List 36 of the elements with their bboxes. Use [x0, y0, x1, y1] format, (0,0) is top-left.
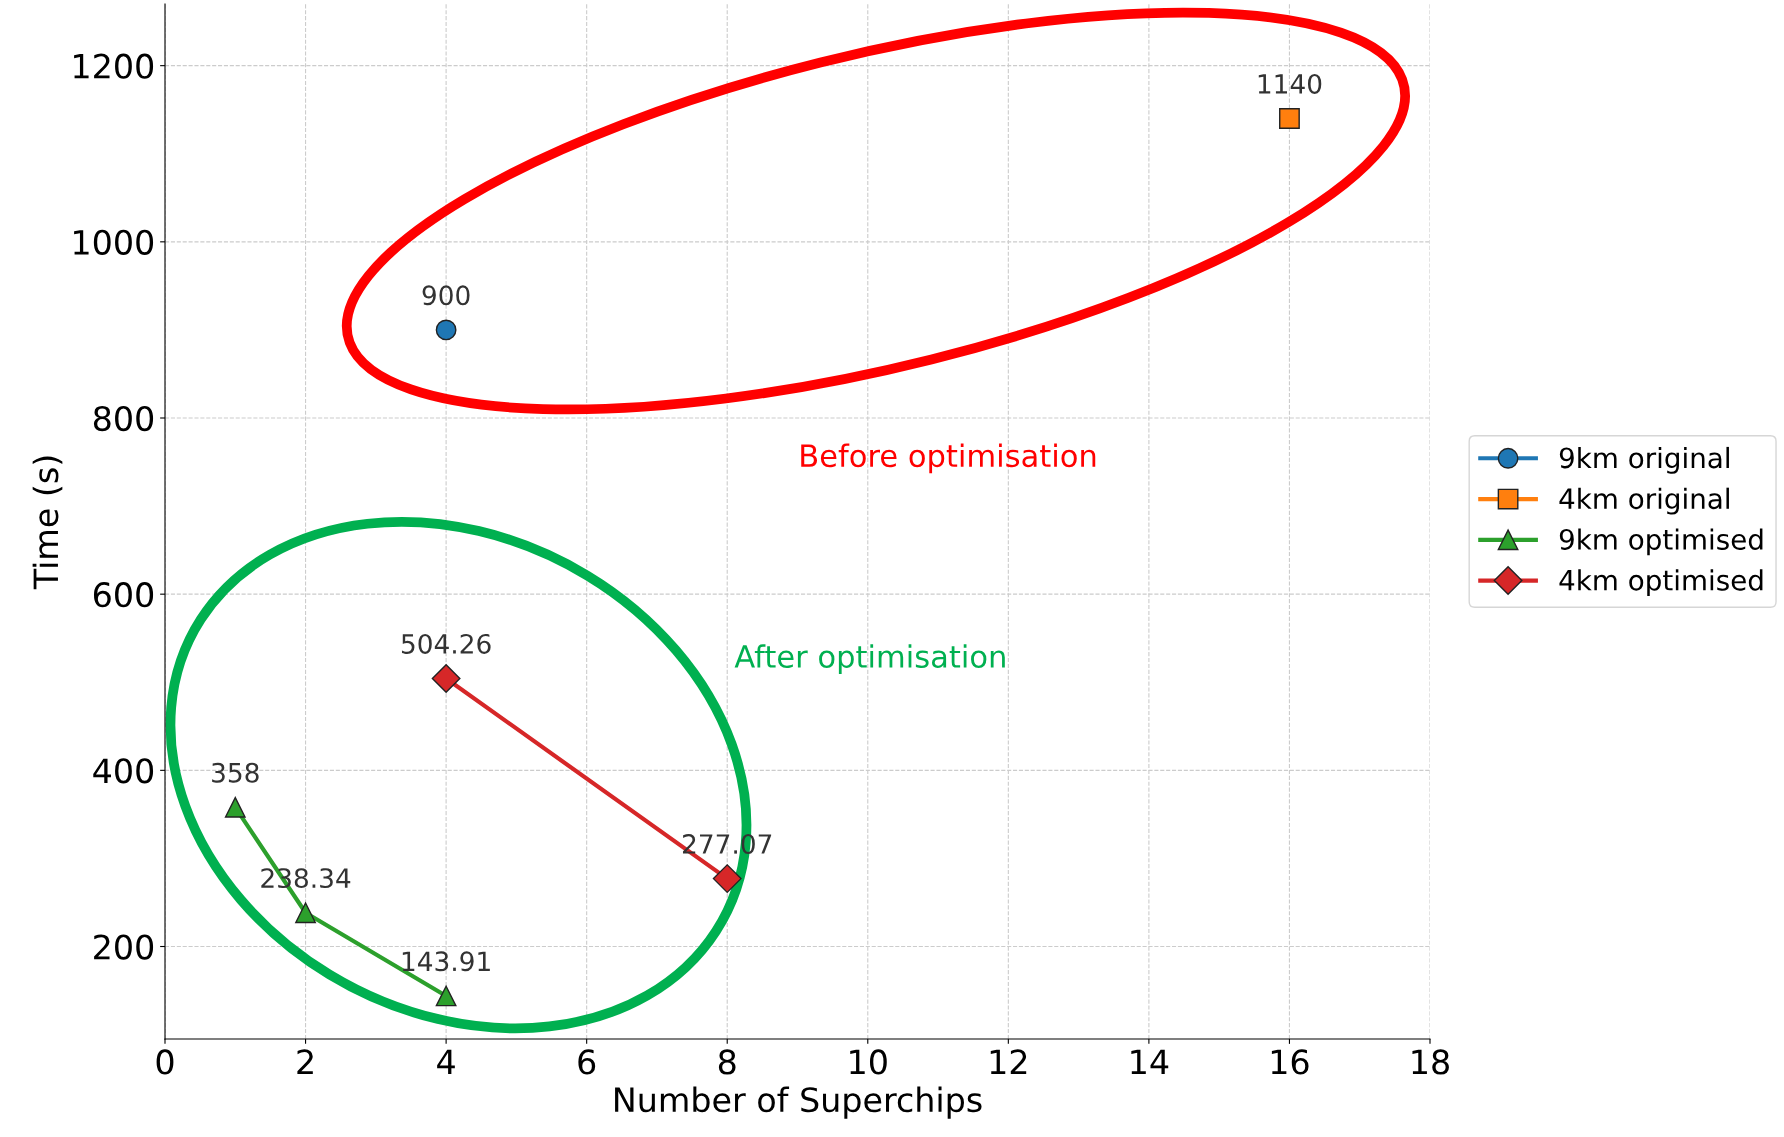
y-tick-label: 600 — [93, 582, 154, 608]
x-tick-label: 14 — [1131, 1049, 1169, 1075]
annotation: After optimisation — [734, 644, 1005, 674]
legend-label: 4km optimised — [1559, 569, 1763, 597]
point — [435, 319, 457, 341]
x-tick-label: 16 — [1271, 1049, 1309, 1075]
y-tick-label: 1200 — [74, 53, 154, 79]
x-tick-label: 10 — [850, 1049, 887, 1075]
y-axis-title: Time (s) — [32, 456, 63, 590]
x-tick-label: 12 — [990, 1049, 1027, 1075]
legend-label: 4km original — [1559, 487, 1729, 515]
point — [431, 664, 461, 693]
x-tick-label: 8 — [718, 1049, 736, 1075]
point — [712, 864, 742, 894]
data-label: 900 — [422, 285, 470, 306]
x-axis-title: Number of Superchips — [615, 1086, 982, 1119]
data-label: 1140 — [1258, 73, 1322, 94]
x-tick-label: 6 — [578, 1049, 596, 1075]
x-tick-label: 0 — [156, 1049, 174, 1075]
data-label: 143.91 — [402, 951, 490, 972]
legend-label: 9km original — [1559, 446, 1729, 474]
point — [435, 985, 457, 1007]
x-tick-label: 4 — [437, 1049, 455, 1075]
x-tick-label: 18 — [1412, 1049, 1449, 1075]
point — [1279, 108, 1300, 129]
y-tick-label: 200 — [94, 934, 154, 960]
x-tick-label: 2 — [297, 1049, 313, 1075]
data-label: 358 — [212, 762, 259, 783]
y-tick-label: 800 — [93, 405, 154, 432]
y-tick-label: 400 — [93, 758, 154, 784]
y-tick-label: 1000 — [74, 229, 154, 255]
point — [224, 796, 246, 818]
point — [295, 902, 316, 924]
annotation: Before optimisation — [801, 443, 1096, 474]
legend-label: 9km optimised — [1559, 528, 1763, 556]
data-label: 504.26 — [401, 633, 491, 654]
